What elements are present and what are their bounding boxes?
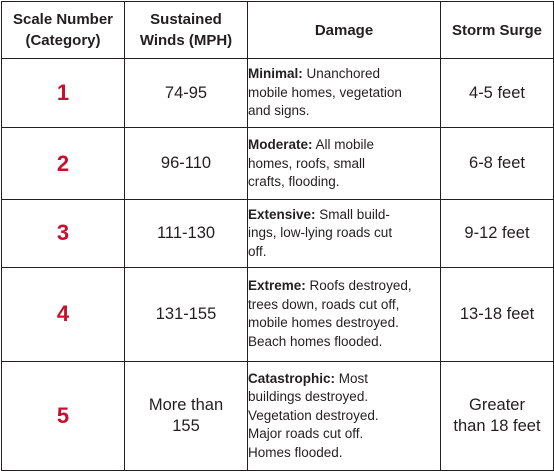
sustained-winds-value: 131-155 — [124, 266, 248, 363]
category-number: 1 — [1, 57, 125, 129]
storm-surge-value: 4-5 feet — [440, 57, 554, 129]
header-category: Scale Number (Category) — [1, 1, 125, 59]
damage-description: Catastrophic: Most buildings destroyed. … — [247, 361, 441, 471]
damage-detail: Unanchored mobile homes, vegetation and … — [248, 66, 402, 119]
storm-surge-value: Greater than 18 feet — [440, 361, 554, 471]
sustained-winds-value: 111-130 — [124, 199, 248, 268]
header-sustained-winds: Sustained Winds (MPH) — [124, 1, 248, 59]
damage-description: Minimal: Unanchored mobile homes, vegeta… — [247, 57, 441, 129]
damage-level: Moderate: — [248, 137, 313, 153]
table-row: 4 131-155 Extreme: Roofs destroyed, tree… — [1, 266, 554, 363]
storm-surge-value: 6-8 feet — [440, 127, 554, 201]
damage-description: Extensive: Small build- ings, low-lying … — [247, 199, 441, 268]
storm-surge-value: 13-18 feet — [440, 266, 554, 363]
category-number: 3 — [1, 199, 125, 268]
sustained-winds-value: 74-95 — [124, 57, 248, 129]
damage-description: Extreme: Roofs destroyed, trees down, ro… — [247, 266, 441, 363]
damage-description: Moderate: All mobile homes, roofs, small… — [247, 127, 441, 201]
category-number: 2 — [1, 127, 125, 201]
header-damage: Damage — [247, 1, 441, 59]
table-row: 3 111-130 Extensive: Small build- ings, … — [1, 199, 554, 268]
header-row: Scale Number (Category) Sustained Winds … — [1, 1, 554, 59]
table-row: 2 96-110 Moderate: All mobile homes, roo… — [1, 127, 554, 201]
damage-level: Extreme: — [248, 278, 306, 294]
table-row: 1 74-95 Minimal: Unanchored mobile homes… — [1, 57, 554, 129]
table-row: 5 More than 155 Catastrophic: Most build… — [1, 361, 554, 471]
damage-detail: Roofs destroyed, trees down, roads cut o… — [248, 278, 412, 349]
damage-level: Catastrophic: — [248, 370, 336, 386]
sustained-winds-value: 96-110 — [124, 127, 248, 201]
storm-surge-value: 9-12 feet — [440, 199, 554, 268]
category-number: 4 — [1, 266, 125, 363]
damage-detail: Most buildings destroyed. Vegetation des… — [248, 370, 379, 460]
damage-level: Extensive: — [248, 206, 316, 222]
category-number: 5 — [1, 361, 125, 471]
sustained-winds-value: More than 155 — [124, 361, 248, 471]
damage-detail: All mobile homes, roofs, small crafts, f… — [248, 137, 375, 190]
damage-detail: Small build- ings, low-lying roads cut o… — [248, 206, 393, 259]
header-storm-surge: Storm Surge — [440, 1, 554, 59]
damage-level: Minimal: — [248, 66, 303, 82]
